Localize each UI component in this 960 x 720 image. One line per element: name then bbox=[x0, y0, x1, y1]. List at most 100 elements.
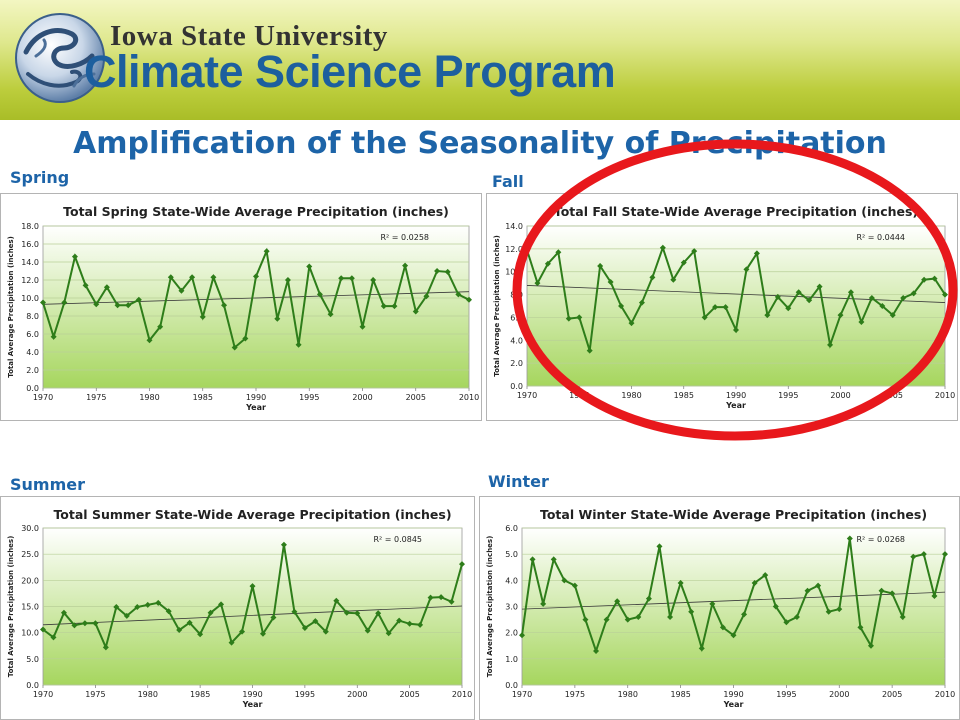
x-tick-label: 1975 bbox=[565, 690, 585, 699]
r-squared-label: R² = 0.0258 bbox=[380, 233, 429, 242]
data-point bbox=[165, 608, 172, 615]
x-tick-label: 1990 bbox=[723, 690, 743, 699]
x-tick-label: 1980 bbox=[139, 393, 159, 402]
data-point bbox=[338, 275, 345, 282]
data-point bbox=[688, 608, 695, 615]
data-point bbox=[402, 262, 409, 269]
data-point bbox=[312, 618, 319, 625]
data-point bbox=[259, 630, 266, 637]
data-point bbox=[157, 323, 164, 330]
summer-chart: Total Summer State-Wide Average Precipit… bbox=[0, 496, 475, 720]
data-point bbox=[123, 612, 130, 619]
data-point bbox=[60, 609, 67, 616]
data-point bbox=[135, 296, 142, 303]
data-point bbox=[249, 583, 256, 590]
r-squared-label: R² = 0.0444 bbox=[856, 233, 905, 242]
data-point bbox=[910, 553, 917, 560]
data-point bbox=[931, 593, 938, 600]
data-point bbox=[92, 620, 99, 627]
plot-area bbox=[42, 225, 470, 389]
data-point bbox=[228, 639, 235, 646]
data-point bbox=[698, 645, 705, 652]
slide-title: Amplification of the Seasonality of Prec… bbox=[73, 126, 887, 161]
data-point bbox=[561, 577, 568, 584]
x-axis-label: Year bbox=[242, 700, 263, 709]
data-point bbox=[635, 613, 642, 620]
data-point bbox=[815, 582, 822, 589]
data-point bbox=[603, 616, 610, 623]
r-squared-label: R² = 0.0268 bbox=[856, 535, 905, 544]
data-point bbox=[207, 609, 214, 616]
data-point bbox=[427, 594, 434, 601]
data-point bbox=[221, 302, 228, 309]
y-tick-label: 0.0 bbox=[510, 382, 523, 391]
data-point bbox=[306, 263, 313, 270]
data-point bbox=[942, 551, 948, 558]
data-point bbox=[804, 587, 811, 594]
university-name: Iowa State University bbox=[110, 20, 388, 52]
data-point bbox=[846, 535, 853, 542]
data-point bbox=[178, 287, 185, 294]
y-tick-label: 20.0 bbox=[21, 576, 39, 585]
chart-title: Total Spring State-Wide Average Precipit… bbox=[63, 204, 449, 219]
data-point bbox=[396, 617, 403, 624]
data-point bbox=[253, 273, 259, 280]
y-tick-label: 2.0 bbox=[505, 629, 518, 638]
x-tick-label: 1970 bbox=[517, 391, 537, 400]
spring-chart-svg: Total Spring State-Wide Average Precipit… bbox=[7, 204, 479, 412]
y-tick-label: 0.0 bbox=[26, 681, 39, 690]
x-tick-label: 1970 bbox=[33, 393, 53, 402]
y-tick-label: 5.0 bbox=[26, 655, 39, 664]
data-point bbox=[348, 275, 355, 282]
data-point bbox=[40, 299, 46, 306]
y-axis-label: Total Average Precipitation (inches) bbox=[486, 536, 494, 678]
data-point bbox=[772, 603, 779, 610]
data-point bbox=[280, 541, 287, 548]
y-tick-label: 10.0 bbox=[505, 268, 523, 277]
data-point bbox=[125, 302, 132, 309]
y-tick-label: 10.0 bbox=[21, 294, 39, 303]
data-point bbox=[295, 341, 302, 348]
y-tick-label: 5.0 bbox=[505, 550, 518, 559]
data-point bbox=[582, 616, 589, 623]
data-point bbox=[878, 587, 885, 594]
y-tick-label: 3.0 bbox=[505, 603, 518, 612]
data-point bbox=[333, 597, 340, 604]
data-point bbox=[284, 277, 291, 283]
x-axis-label: Year bbox=[245, 403, 266, 412]
data-point bbox=[364, 627, 371, 634]
data-point bbox=[455, 291, 462, 298]
data-point bbox=[540, 600, 547, 607]
y-tick-label: 2.0 bbox=[26, 366, 39, 375]
data-point bbox=[343, 609, 350, 616]
r-squared-label: R² = 0.0845 bbox=[373, 535, 422, 544]
data-point bbox=[466, 296, 472, 303]
header-banner: Iowa State University Climate Science Pr… bbox=[0, 0, 960, 120]
data-point bbox=[825, 608, 832, 615]
data-point bbox=[438, 594, 445, 601]
data-point bbox=[186, 619, 193, 626]
data-point bbox=[113, 604, 120, 611]
data-point bbox=[50, 634, 57, 641]
data-point bbox=[146, 337, 153, 344]
data-point bbox=[61, 299, 68, 306]
data-point bbox=[81, 620, 88, 627]
y-tick-label: 4.0 bbox=[510, 336, 523, 345]
x-tick-label: 1985 bbox=[670, 690, 690, 699]
data-point bbox=[263, 248, 270, 255]
data-point bbox=[406, 620, 413, 627]
data-point bbox=[50, 333, 57, 340]
data-point bbox=[550, 556, 557, 563]
data-point bbox=[322, 628, 329, 635]
data-point bbox=[40, 626, 46, 633]
data-point bbox=[867, 642, 874, 649]
data-point bbox=[71, 253, 78, 260]
y-tick-label: 14.0 bbox=[21, 258, 39, 267]
data-point bbox=[197, 631, 204, 638]
program-name: Climate Science Program bbox=[84, 46, 616, 97]
data-point bbox=[380, 303, 387, 310]
data-point bbox=[624, 616, 631, 623]
x-tick-label: 2000 bbox=[829, 690, 849, 699]
x-tick-label: 1975 bbox=[569, 391, 589, 400]
x-tick-label: 1980 bbox=[621, 391, 641, 400]
